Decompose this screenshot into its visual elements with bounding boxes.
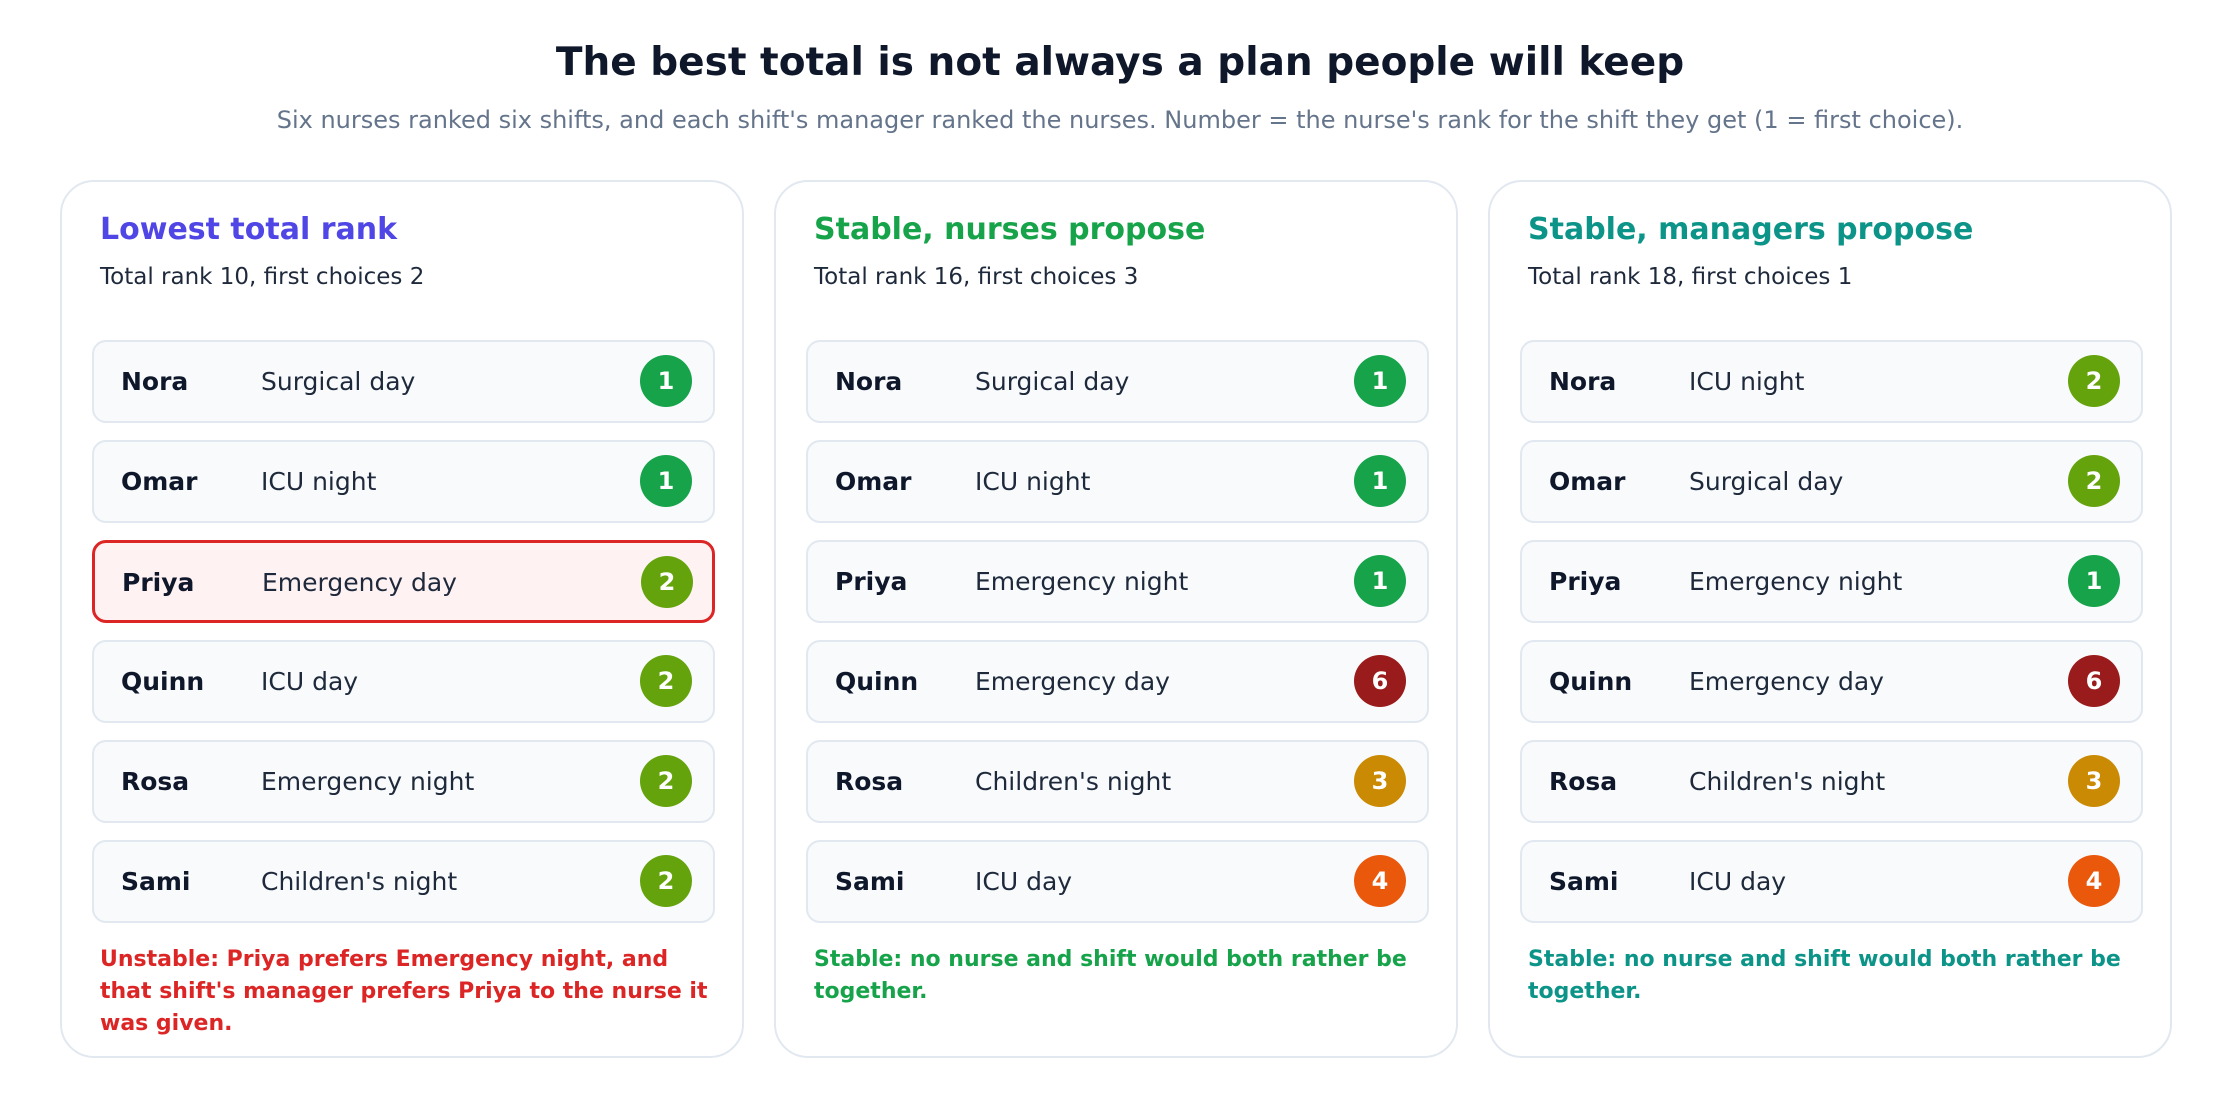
rank-badge: 4 — [2068, 855, 2120, 907]
assignment-row: Priya Emergency night 1 — [806, 540, 1429, 623]
panel-summary: Total rank 16, first choices 3 — [814, 264, 1139, 290]
nurse-name: Nora — [121, 367, 189, 396]
rank-badge: 1 — [640, 355, 692, 407]
nurse-name: Sami — [1549, 867, 1619, 896]
assignment-row: Sami Children's night 2 — [92, 840, 715, 923]
nurse-name: Omar — [121, 467, 198, 496]
rank-badge: 1 — [1354, 555, 1406, 607]
assignment-row: Sami ICU day 4 — [1520, 840, 2143, 923]
assignment-row: Rosa Emergency night 2 — [92, 740, 715, 823]
panel-title: Stable, managers propose — [1528, 212, 1974, 247]
nurse-name: Rosa — [121, 767, 190, 796]
shift-name: ICU night — [975, 467, 1091, 496]
shift-name: ICU night — [1689, 367, 1805, 396]
assignment-row: Sami ICU day 4 — [806, 840, 1429, 923]
rank-badge: 3 — [1354, 755, 1406, 807]
rank-badge: 2 — [640, 755, 692, 807]
nurse-name: Omar — [1549, 467, 1626, 496]
rank-badge: 1 — [2068, 555, 2120, 607]
nurse-name: Quinn — [121, 667, 205, 696]
shift-name: Emergency night — [975, 567, 1189, 596]
panel-title: Lowest total rank — [100, 212, 398, 247]
nurse-name: Rosa — [1549, 767, 1618, 796]
nurse-name: Sami — [835, 867, 905, 896]
nurse-name: Nora — [1549, 367, 1617, 396]
shift-name: Emergency day — [975, 667, 1170, 696]
shift-name: Emergency day — [262, 568, 457, 597]
assignment-row: Priya Emergency day 2 — [92, 540, 715, 623]
shift-name: ICU night — [261, 467, 377, 496]
rank-badge: 6 — [2068, 655, 2120, 707]
shift-name: Children's night — [261, 867, 458, 896]
shift-name: Surgical day — [975, 367, 1130, 396]
rank-badge: 1 — [1354, 355, 1406, 407]
shift-name: Surgical day — [261, 367, 416, 396]
shift-name: ICU day — [261, 667, 359, 696]
panel: Stable, nurses propose Total rank 16, fir… — [774, 180, 1458, 1058]
nurse-name: Priya — [835, 567, 908, 596]
assignment-row: Omar Surgical day 2 — [1520, 440, 2143, 523]
assignment-row: Rosa Children's night 3 — [806, 740, 1429, 823]
page-subtitle: Six nurses ranked six shifts, and each s… — [276, 106, 1964, 134]
assignment-row: Omar ICU night 1 — [92, 440, 715, 523]
assignment-row: Quinn Emergency day 6 — [1520, 640, 2143, 723]
shift-name: Children's night — [975, 767, 1172, 796]
nurse-name: Sami — [121, 867, 191, 896]
assignment-row: Nora Surgical day 1 — [806, 340, 1429, 423]
shift-name: Emergency night — [1689, 567, 1903, 596]
shift-name: Surgical day — [1689, 467, 1844, 496]
panel-note: Stable: no nurse and shift would both ra… — [814, 947, 1407, 1004]
shift-name: Emergency day — [1689, 667, 1884, 696]
nurse-name: Priya — [122, 568, 195, 597]
rank-badge: 6 — [1354, 655, 1406, 707]
rank-badge: 2 — [640, 855, 692, 907]
assignment-row: Nora ICU night 2 — [1520, 340, 2143, 423]
panel: Stable, managers propose Total rank 18, f… — [1488, 180, 2172, 1058]
assignment-row: Priya Emergency night 1 — [1520, 540, 2143, 623]
assignment-row: Quinn ICU day 2 — [92, 640, 715, 723]
rank-badge: 1 — [1354, 455, 1406, 507]
panel-note: Stable: no nurse and shift would both ra… — [1528, 947, 2121, 1004]
assignment-row: Rosa Children's night 3 — [1520, 740, 2143, 823]
rank-badge: 4 — [1354, 855, 1406, 907]
nurse-name: Nora — [835, 367, 903, 396]
nurse-name: Quinn — [835, 667, 919, 696]
nurse-name: Rosa — [835, 767, 904, 796]
shift-name: ICU day — [1689, 867, 1787, 896]
nurse-name: Quinn — [1549, 667, 1633, 696]
page-title: The best total is not always a plan peop… — [555, 40, 1685, 85]
panel-title: Stable, nurses propose — [814, 212, 1206, 247]
panel-summary: Total rank 18, first choices 1 — [1528, 264, 1853, 290]
nurse-name: Priya — [1549, 567, 1622, 596]
nurse-name: Omar — [835, 467, 912, 496]
assignment-row: Omar ICU night 1 — [806, 440, 1429, 523]
rank-badge: 3 — [2068, 755, 2120, 807]
panel-summary: Total rank 10, first choices 2 — [100, 264, 425, 290]
assignment-row: Nora Surgical day 1 — [92, 340, 715, 423]
shift-name: Children's night — [1689, 767, 1886, 796]
rank-badge: 2 — [2068, 455, 2120, 507]
rank-badge: 1 — [640, 455, 692, 507]
panel: Lowest total rank Total rank 10, first ch… — [60, 180, 744, 1058]
rank-badge: 2 — [2068, 355, 2120, 407]
shift-name: ICU day — [975, 867, 1073, 896]
panel-note: Unstable: Priya prefers Emergency night,… — [100, 947, 708, 1036]
rank-badge: 2 — [640, 655, 692, 707]
rank-badge: 2 — [641, 556, 693, 608]
shift-name: Emergency night — [261, 767, 475, 796]
assignment-row: Quinn Emergency day 6 — [806, 640, 1429, 723]
